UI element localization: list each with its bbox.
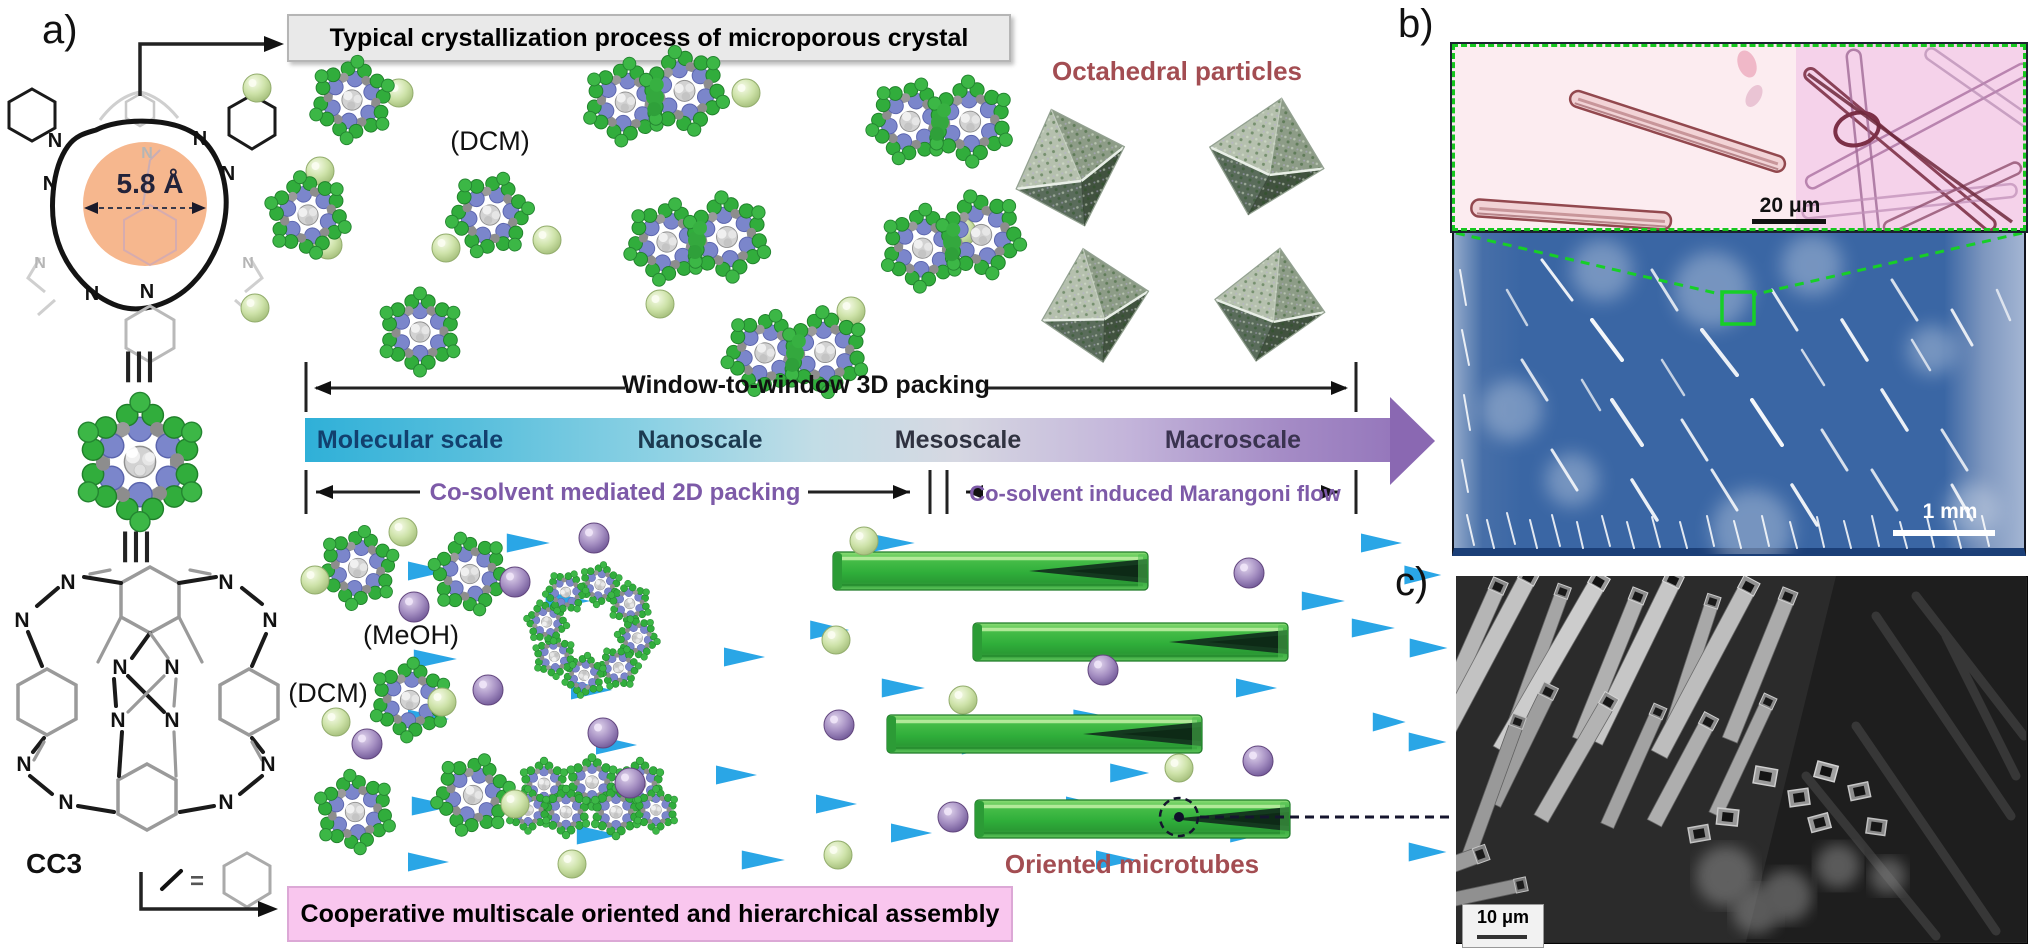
zoom-region-callout	[1455, 231, 2023, 326]
nitrogen-label: N	[48, 130, 62, 152]
nitrogen-label: N	[140, 281, 154, 303]
sem-microtube-bundle	[1456, 576, 1799, 915]
scale-bar-1mm-label: 1 mm	[1922, 500, 1978, 523]
cc3-space-filling-model	[66, 392, 213, 531]
scale-bar-10um-box: 10 μm	[1462, 904, 1544, 948]
nitrogen-label: N	[260, 753, 275, 776]
zoom-marker-circle	[1158, 796, 1200, 838]
molecule-name-label: CC3	[26, 848, 83, 879]
scale-bar-1mm-rule	[1893, 530, 1995, 536]
white-crystal-streaks	[1459, 234, 2012, 554]
nitrogen-label: N	[221, 163, 235, 185]
nitrogen-label: N	[242, 255, 254, 272]
cyclohexane-legend: =	[160, 851, 272, 909]
nitrogen-label: N	[43, 173, 57, 195]
cosolvent-left-label: Co-solvent mediated 2D packing	[429, 479, 801, 506]
multiscale-gradient-bar	[305, 418, 1390, 462]
nitrogen-label: N	[60, 571, 75, 594]
nitrogen-label: N	[16, 753, 31, 776]
optical-micrograph-left	[1452, 44, 1796, 231]
scale-label-macro: Macroscale	[1164, 426, 1302, 454]
solvent-dcm-label: (DCM)	[288, 678, 368, 708]
sem-debris	[1696, 844, 1906, 934]
solvent-meoh-label: (MeOH)	[363, 620, 459, 650]
scale-label-meso: Mesoscale	[894, 426, 1022, 454]
cyclohexane-hexagon	[222, 851, 272, 909]
cage-molecule	[304, 763, 407, 861]
equals-sign: =	[190, 868, 204, 895]
assembly-banner-box: Cooperative multiscale oriented and hier…	[287, 886, 1013, 942]
cage-dimer	[564, 32, 746, 161]
film-overview-graphics	[1455, 231, 2023, 554]
cage-dimer	[859, 175, 1044, 310]
nitrogen-label: N	[85, 283, 99, 305]
optical-micrograph-graphics	[1470, 47, 2026, 231]
microtube-crystal	[1568, 89, 1787, 173]
microtube-crystal	[1470, 198, 1673, 231]
cage-molecule	[372, 287, 468, 377]
cosolvent-brackets	[304, 470, 1358, 514]
window-packing-label: Window-to-window 3D packing	[622, 371, 990, 399]
nitrogen-label: N	[218, 571, 233, 594]
scale-bar-10um-rule	[1477, 935, 1527, 939]
nitrogen-label: N	[58, 791, 73, 814]
nitrogen-label: N	[112, 656, 127, 679]
sem-graphics	[1456, 576, 2026, 942]
panel-c-label: c)	[1395, 560, 1429, 604]
scale-label-nano: Nanoscale	[637, 426, 763, 454]
nitrogen-label: N	[218, 791, 233, 814]
octahedral-particles-label: Octahedral particles	[1052, 56, 1302, 86]
nitrogen-label: N	[164, 656, 179, 679]
process-header-text: Typical crystallization process of micro…	[329, 24, 969, 52]
cage-dimer	[611, 184, 782, 296]
scale-bar-10um-label: 10 μm	[1476, 907, 1530, 927]
equivalence-symbol: |||	[123, 346, 157, 382]
nitrogen-label: N	[193, 128, 207, 150]
solvent-dcm-label: (DCM)	[450, 126, 530, 156]
crossed-microtubes	[1801, 47, 2026, 231]
scale-bar-20um-rule	[1752, 219, 1826, 224]
cosolvent-right-label: Co-solvent induced Marangoni flow	[969, 481, 1341, 506]
nitrogen-label: N	[110, 709, 125, 732]
nitrogen-label: N	[141, 145, 153, 162]
cc3-structural-formula: N N N N N N N N N N N N	[14, 565, 280, 832]
panel-a-label: a)	[42, 8, 78, 52]
cage-molecule	[298, 49, 405, 152]
cc3-cage-window-drawing: N N N N N N N N N	[7, 64, 277, 364]
sem-open-tube-ends	[1687, 760, 1888, 844]
equivalence-symbol: |||	[120, 526, 154, 562]
cage-dimer	[849, 59, 1030, 186]
panel-b-label: b)	[1398, 2, 1434, 46]
window-packing-bracket	[304, 362, 1358, 412]
molecule-field-dcm	[240, 32, 1044, 414]
pore-diameter-label: 5.8 Å	[116, 168, 184, 199]
arrow-to-header	[138, 36, 284, 96]
octahedral-particles	[994, 83, 1340, 375]
oriented-microtubes	[831, 550, 1454, 840]
process-header-box: Typical crystallization process of micro…	[287, 14, 1011, 62]
arrow-to-banner	[139, 872, 278, 917]
oriented-microtubes-label: Oriented microtubes	[1004, 849, 1260, 879]
scale-bar-20um-label: 20 μm	[1759, 194, 1821, 217]
zoom-region-border	[1450, 42, 2028, 233]
nitrogen-label: N	[14, 609, 29, 632]
assembly-banner-text: Cooperative multiscale oriented and hier…	[300, 900, 1000, 928]
scale-label-molecular: Molecular scale	[316, 426, 504, 454]
nitrogen-label: N	[164, 709, 179, 732]
nitrogen-label: N	[262, 609, 277, 632]
cage-slab-assembly	[502, 754, 682, 840]
cage-ring-assembly	[511, 549, 672, 710]
nitrogen-label: N	[34, 255, 46, 272]
cage-molecule	[252, 161, 364, 269]
gradient-arrowhead	[1390, 397, 1435, 485]
